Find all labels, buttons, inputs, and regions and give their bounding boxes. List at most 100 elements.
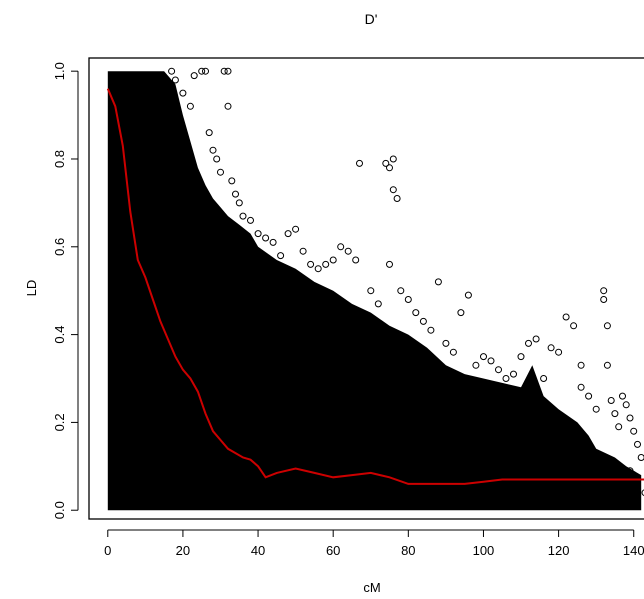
scatter-point-74 (607, 397, 615, 404)
scatter-point-0 (168, 67, 176, 75)
scatter-point-77 (619, 392, 626, 400)
scatter-point-48 (442, 339, 450, 347)
scatter-point-76 (615, 423, 623, 431)
scatter-point-4 (190, 72, 198, 80)
scatter-point-68 (585, 392, 593, 400)
scatter-point-84 (634, 480, 641, 488)
scatter-point-69 (592, 405, 600, 413)
scatter-point-53 (480, 353, 487, 361)
scatter-point-34 (367, 287, 375, 295)
scatter-point-75 (611, 410, 619, 418)
scatter-point-37 (386, 164, 393, 172)
scatter-point-15 (232, 190, 239, 198)
scatter-point-38 (389, 155, 397, 163)
scatter-point-28 (322, 260, 330, 268)
scatter-point-55 (495, 366, 502, 374)
scatter-points (168, 67, 644, 497)
scatter-point-49 (449, 348, 457, 356)
scatter-point-32 (352, 256, 360, 264)
x-tick-label-7: 140 (623, 543, 644, 558)
scatter-point-35 (374, 300, 382, 308)
scatter-point-64 (562, 313, 570, 321)
scatter-point-44 (412, 309, 420, 317)
x-tick-label-3: 60 (326, 543, 340, 558)
scatter-point-82 (637, 454, 644, 461)
scatter-point-1 (171, 76, 179, 84)
scatter-point-63 (555, 348, 563, 356)
scatter-point-11 (220, 67, 228, 75)
scatter-point-19 (254, 230, 262, 238)
scatter-point-47 (434, 278, 442, 286)
y-tick-label-3: 0.6 (52, 238, 67, 256)
x-tick-label-6: 120 (548, 543, 570, 558)
scatter-point-41 (386, 260, 393, 268)
y-tick-label-2: 0.4 (52, 326, 67, 344)
scatter-point-57 (510, 370, 517, 378)
scatter-point-58 (517, 353, 525, 361)
x-tick-label-1: 20 (176, 543, 190, 558)
scatter-point-50 (457, 309, 465, 317)
scatter-point-81 (634, 440, 641, 448)
x-tick-label-4: 80 (401, 543, 415, 558)
scatter-point-71 (600, 296, 608, 303)
scatter-point-56 (502, 375, 510, 382)
ld-decay-fit-line (106, 88, 644, 485)
scatter-point-39 (389, 186, 397, 194)
scatter-point-85 (641, 489, 644, 497)
scatter-point-27 (314, 265, 322, 273)
x-axis: 0 20 40 60 80 100 120 140 (104, 529, 644, 558)
scatter-point-2 (179, 89, 187, 97)
scatter-point-46 (427, 326, 435, 334)
scatter-point-9 (213, 155, 221, 163)
scatter-point-22 (277, 252, 285, 260)
scatter-point-51 (464, 291, 472, 299)
scatter-point-79 (626, 414, 634, 422)
scatter-point-23 (284, 230, 292, 238)
scatter-point-40 (393, 195, 401, 202)
x-tick-label-0: 0 (104, 543, 111, 558)
scatter-point-17 (239, 212, 247, 220)
scatter-point-72 (603, 322, 611, 330)
scatter-point-29 (329, 256, 337, 264)
scatter-point-12 (224, 67, 232, 75)
scatter-point-65 (570, 322, 578, 330)
scatter-point-62 (547, 344, 555, 352)
scatter-point-66 (577, 361, 585, 369)
scatter-point-54 (487, 357, 495, 365)
scatter-point-83 (626, 467, 634, 475)
scatter-point-36 (382, 159, 390, 167)
x-tick-label-5: 100 (473, 543, 495, 558)
y-axis-label: LD (24, 280, 39, 297)
plot-frame (88, 57, 644, 520)
scatter-point-70 (600, 287, 608, 295)
scatter-points-mass (107, 71, 642, 511)
scatter-point-26 (307, 260, 315, 268)
scatter-point-24 (292, 225, 300, 233)
scatter-point-14 (228, 177, 236, 185)
scatter-point-3 (186, 102, 194, 110)
scatter-point-8 (209, 146, 217, 154)
scatter-point-67 (577, 383, 585, 391)
scatter-point-31 (344, 247, 352, 255)
scatter-point-6 (202, 67, 209, 75)
scatter-point-16 (235, 199, 243, 207)
scatter-point-5 (198, 67, 206, 75)
scatter-point-60 (532, 335, 540, 343)
scatter-point-18 (247, 216, 254, 224)
x-tick-label-2: 40 (251, 543, 265, 558)
y-tick-label-4: 0.8 (52, 150, 67, 168)
x-axis-label: cM (363, 580, 380, 595)
y-tick-label-5: 1.0 (52, 62, 67, 80)
scatter-point-20 (262, 234, 270, 242)
scatter-point-43 (404, 296, 412, 303)
scatter-point-42 (397, 287, 405, 295)
scatter-point-30 (337, 243, 345, 251)
scatter-point-61 (540, 375, 548, 382)
scatter-point-7 (205, 129, 213, 137)
chart-title: D' (365, 11, 378, 27)
scatter-point-10 (217, 168, 224, 176)
scatter-point-78 (622, 401, 630, 409)
scatter-point-21 (269, 238, 277, 246)
scatter-point-25 (299, 247, 307, 255)
